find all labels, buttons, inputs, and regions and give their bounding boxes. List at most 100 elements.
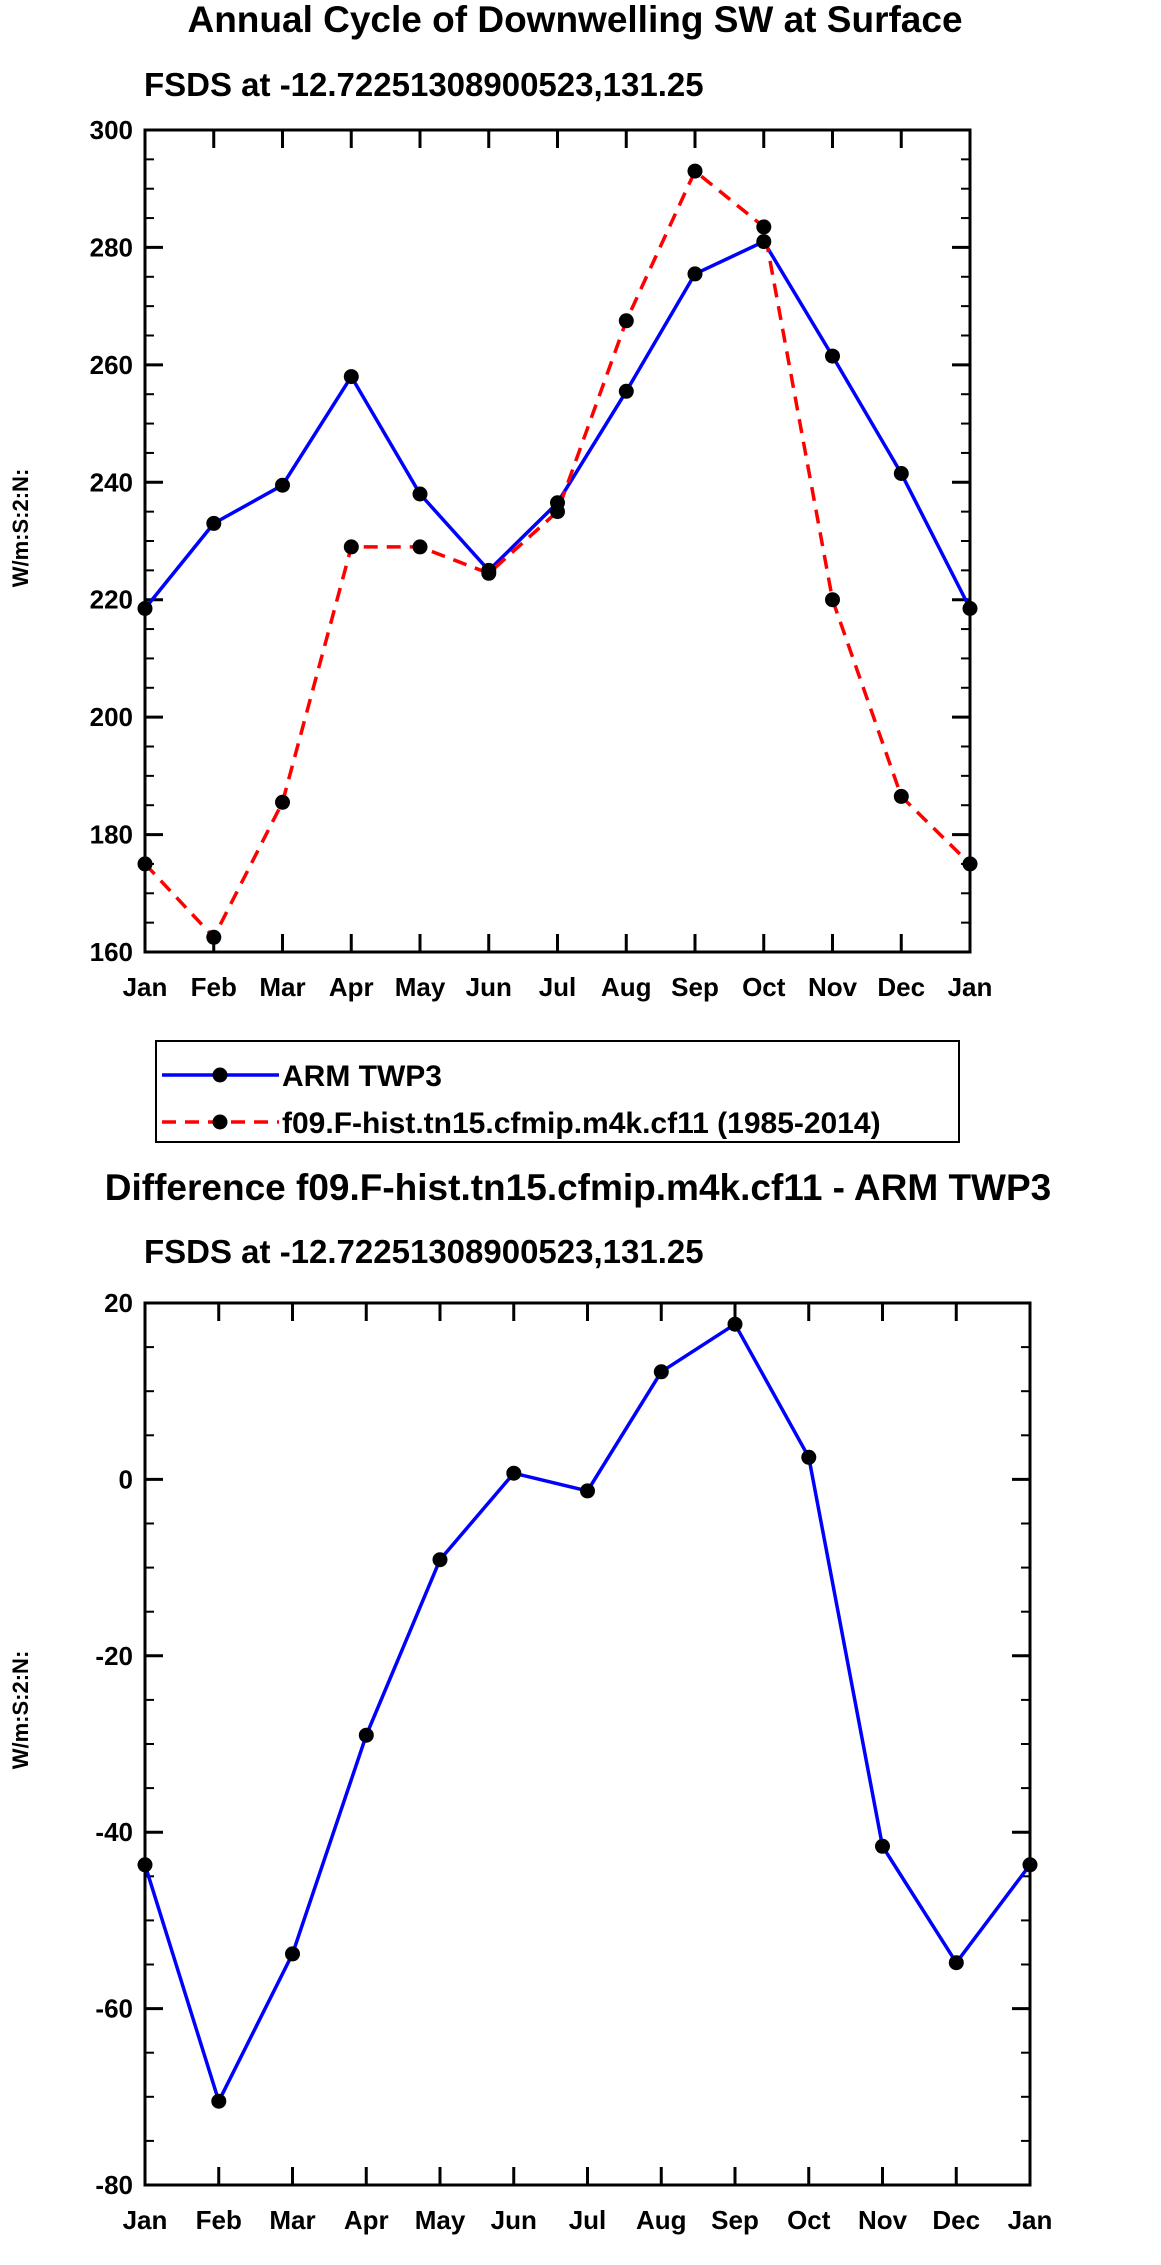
chart1-y-tick-labels: 160 180 200 220 240 260 280 300 <box>90 115 133 967</box>
data-point-model <box>893 788 909 804</box>
x-tick-label: Aug <box>601 972 652 1002</box>
y-tick-label: 160 <box>90 937 133 967</box>
x-tick-label: Sep <box>671 972 719 1002</box>
data-point-obs <box>825 348 840 364</box>
chart1-series-lines <box>143 169 972 940</box>
series-line-model <box>143 169 972 940</box>
data-point-obs <box>206 515 222 531</box>
legend-obs-marker <box>212 1067 228 1083</box>
data-point-obs <box>580 1483 595 1499</box>
data-point-obs <box>875 1838 890 1854</box>
series-line-obs <box>143 1322 1032 2103</box>
x-tick-label: Nov <box>858 2205 908 2235</box>
legend-box <box>155 1040 960 1143</box>
y-tick-label: 220 <box>90 585 133 615</box>
chart2-markers <box>137 1316 1038 2109</box>
y-tick-label: 280 <box>90 232 133 262</box>
chart2-series-lines <box>143 1322 1032 2103</box>
series-line-obs <box>143 239 972 610</box>
data-point-obs <box>412 486 428 502</box>
x-tick-label: Jan <box>123 2205 168 2235</box>
x-tick-label: Apr <box>329 972 374 1002</box>
chart1-plot-frame <box>143 128 972 954</box>
data-point-model <box>343 539 359 555</box>
x-tick-label: Oct <box>787 2205 831 2235</box>
x-tick-label: Dec <box>877 972 925 1002</box>
chart2-y-axis-label: W/m:S:2:N: <box>8 1651 33 1770</box>
data-point-obs <box>618 383 634 399</box>
chart2-subtitle: FSDS at -12.72251308900523,131.25 <box>144 1233 704 1270</box>
x-tick-label: Jan <box>123 972 168 1002</box>
chart1-title: Annual Cycle of Downwelling SW at Surfac… <box>187 0 962 40</box>
chart2-ticks <box>143 1301 1032 2187</box>
data-point-obs <box>275 477 290 493</box>
data-point-obs <box>358 1727 374 1743</box>
x-tick-label: Jan <box>948 972 993 1002</box>
data-point-model <box>687 163 703 179</box>
x-tick-label: May <box>395 972 446 1002</box>
y-tick-label: 0 <box>119 1464 133 1494</box>
data-point-model <box>275 794 290 810</box>
data-point-obs <box>343 369 359 385</box>
data-point-obs <box>756 234 772 250</box>
data-point-model <box>618 313 634 329</box>
chart1-x-tick-labels: Jan Feb Mar Apr May Jun Jul Aug Sep Oct Nov Dec Jan <box>123 972 993 1002</box>
data-point-obs <box>285 1946 300 1962</box>
data-point-obs <box>801 1449 817 1465</box>
legend: ARM TWP3 f09.F-hist.tn15.cfmip.m4k.cf11 … <box>155 1040 960 1143</box>
chart-difference: Difference f09.F-hist.tn15.cfmip.m4k.cf1… <box>8 1167 1052 2235</box>
y-tick-label: 200 <box>90 702 133 732</box>
data-point-model <box>206 929 222 945</box>
x-tick-label: Sep <box>711 2205 759 2235</box>
y-tick-label: -80 <box>95 2170 133 2200</box>
data-point-obs <box>687 266 703 282</box>
chart2-title: Difference f09.F-hist.tn15.cfmip.m4k.cf1… <box>105 1167 1051 1208</box>
chart1-subtitle: FSDS at -12.72251308900523,131.25 <box>144 66 704 103</box>
x-tick-label: Feb <box>196 2205 242 2235</box>
x-tick-label: Nov <box>808 972 858 1002</box>
x-tick-label: May <box>415 2205 466 2235</box>
legend-obs-label: ARM TWP3 <box>282 1060 442 1093</box>
x-tick-label: Mar <box>269 2205 315 2235</box>
y-tick-label: 180 <box>90 820 133 850</box>
data-point-model <box>825 592 840 608</box>
chart2-y-tick-labels: -80 -60 -40 -20 0 20 <box>95 1288 133 2200</box>
chart1-ticks <box>143 128 972 954</box>
data-point-obs <box>653 1364 669 1380</box>
legend-model-label: f09.F-hist.tn15.cfmip.m4k.cf11 (1985-201… <box>282 1107 881 1140</box>
x-tick-label: Jul <box>539 972 577 1002</box>
data-point-obs <box>506 1465 522 1481</box>
x-tick-label: Oct <box>742 972 786 1002</box>
chart1-markers <box>137 163 978 945</box>
x-tick-label: Aug <box>636 2205 687 2235</box>
data-point-obs <box>948 1955 964 1971</box>
y-tick-label: 260 <box>90 350 133 380</box>
y-tick-label: -60 <box>95 1994 133 2024</box>
data-point-model <box>412 539 428 555</box>
data-point-obs <box>893 466 909 481</box>
x-tick-label: Mar <box>259 972 305 1002</box>
chart2-x-tick-labels: Jan Feb Mar Apr May Jun Jul Aug Sep Oct Nov Dec Jan <box>123 2205 1053 2235</box>
chart1-y-axis-label: W/m:S:2:N: <box>8 469 33 588</box>
x-tick-label: Dec <box>932 2205 980 2235</box>
data-point-obs <box>432 1552 448 1568</box>
x-tick-label: Jan <box>1008 2205 1053 2235</box>
y-tick-label: 300 <box>90 115 133 145</box>
y-tick-label: 20 <box>104 1288 133 1318</box>
chart-annual-cycle: Annual Cycle of Downwelling SW at Surfac… <box>8 0 992 1002</box>
data-point-obs <box>727 1316 743 1332</box>
legend-model-marker <box>212 1114 228 1130</box>
x-tick-label: Feb <box>191 972 237 1002</box>
data-point-model <box>550 504 565 520</box>
x-tick-label: Jun <box>491 2205 537 2235</box>
y-tick-label: 240 <box>90 467 133 497</box>
x-tick-label: Apr <box>344 2205 389 2235</box>
x-tick-label: Jul <box>569 2205 607 2235</box>
legend-entry-model: f09.F-hist.tn15.cfmip.m4k.cf11 (1985-201… <box>162 1107 881 1140</box>
legend-entry-obs: ARM TWP3 <box>162 1060 442 1093</box>
y-tick-label: -40 <box>95 1817 133 1847</box>
x-tick-label: Jun <box>466 972 512 1002</box>
chart2-plot-frame <box>143 1301 1032 2187</box>
